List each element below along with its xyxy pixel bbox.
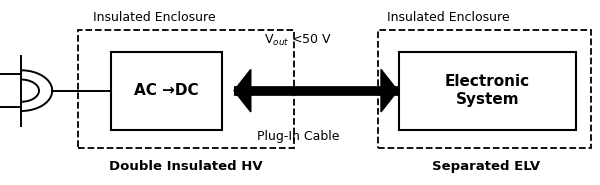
Text: AC →DC: AC →DC: [134, 83, 199, 98]
Bar: [399, 52, 576, 130]
Text: V$_{out}$ <50 V: V$_{out}$ <50 V: [264, 33, 332, 48]
Text: Plug-In Cable: Plug-In Cable: [257, 130, 340, 143]
Bar: [78, 30, 294, 148]
Text: Electronic
System: Electronic System: [445, 74, 530, 107]
Bar: [111, 52, 222, 130]
Polygon shape: [234, 69, 251, 112]
Text: Separated ELV: Separated ELV: [432, 160, 540, 173]
Bar: [378, 30, 591, 148]
Text: Double Insulated HV: Double Insulated HV: [109, 160, 263, 173]
Text: Insulated Enclosure: Insulated Enclosure: [387, 11, 509, 24]
Text: Insulated Enclosure: Insulated Enclosure: [93, 11, 215, 24]
Polygon shape: [381, 69, 398, 112]
